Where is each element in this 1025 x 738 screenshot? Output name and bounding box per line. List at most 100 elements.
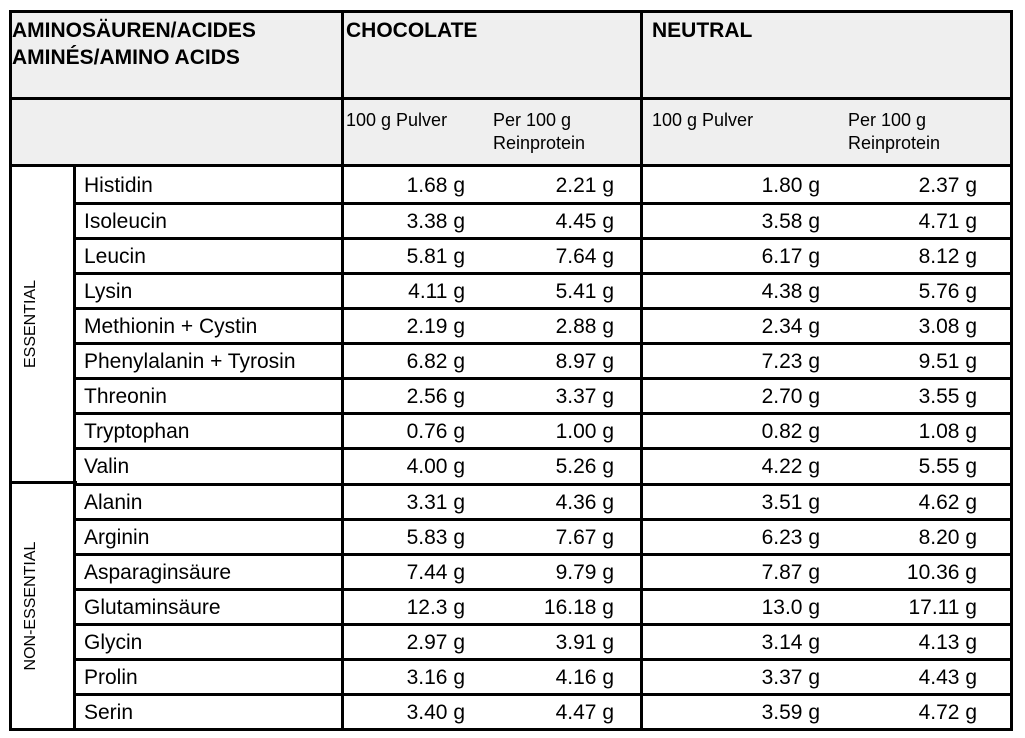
- neut-pulver-value: 13.0 g: [761, 596, 820, 619]
- row-separator: [73, 483, 1013, 486]
- amino-acid-name: Glutaminsäure: [84, 596, 221, 619]
- amino-acid-name: Serin: [84, 701, 134, 724]
- choc-rein-value: 3.37 g: [555, 385, 614, 408]
- border-right: [1010, 10, 1013, 731]
- subheader-row: [10, 98, 1012, 166]
- row-separator: [73, 447, 1013, 450]
- neut-pulver-value: 2.70 g: [761, 385, 820, 408]
- subheader-neut-rein-line2: Reinprotein: [848, 133, 941, 153]
- border-left: [9, 10, 12, 731]
- vline-neutral-left: [640, 10, 643, 731]
- border-bottom: [9, 728, 1013, 731]
- choc-rein-value: 2.88 g: [555, 315, 614, 338]
- group-divider-line: [9, 481, 77, 484]
- row-separator: [73, 202, 1013, 205]
- neut-pulver-value: 6.23 g: [761, 526, 820, 549]
- subheader-neut-rein-line1: Per 100 g: [848, 110, 927, 130]
- neut-rein-value: 9.51 g: [918, 350, 977, 373]
- amino-acid-name: Threonin: [84, 385, 167, 408]
- neut-rein-value: 5.76 g: [918, 280, 977, 303]
- header-chocolate-cell: [343, 12, 642, 98]
- amino-acid-name: Lysin: [84, 280, 133, 303]
- row-separator: [73, 377, 1013, 380]
- neut-pulver-value: 4.38 g: [761, 280, 820, 303]
- subheader-choc-pulver: 100 g Pulver: [346, 110, 448, 130]
- choc-pulver-value: 0.76 g: [406, 420, 465, 443]
- amino-acid-name: Phenylalanin + Tyrosin: [84, 350, 296, 373]
- neut-rein-value: 8.20 g: [918, 526, 977, 549]
- choc-pulver-value: 5.81 g: [406, 245, 465, 268]
- choc-pulver-value: 3.40 g: [406, 701, 465, 724]
- neut-pulver-value: 3.58 g: [761, 210, 820, 233]
- row-separator: [73, 237, 1013, 240]
- amino-acid-name: Asparaginsäure: [84, 561, 232, 584]
- header-neutral: NEUTRAL: [652, 19, 753, 42]
- choc-pulver-value: 12.3 g: [406, 596, 465, 619]
- neut-pulver-value: 3.37 g: [761, 666, 820, 689]
- choc-rein-value: 1.00 g: [555, 420, 614, 443]
- neut-rein-value: 5.55 g: [918, 455, 977, 478]
- choc-rein-value: 5.26 g: [555, 455, 614, 478]
- row-separator: [73, 693, 1013, 696]
- neut-rein-value: 2.37 g: [918, 174, 977, 197]
- neut-pulver-value: 3.14 g: [761, 631, 820, 654]
- subheader-bottom-line: [9, 164, 1013, 167]
- amino-acid-name: Tryptophan: [84, 420, 190, 443]
- choc-rein-value: 4.47 g: [555, 701, 614, 724]
- neut-pulver-value: 7.87 g: [761, 561, 820, 584]
- group-label-essential: ESSENTIAL: [22, 279, 39, 369]
- amino-acid-name: Leucin: [84, 245, 146, 268]
- choc-pulver-value: 1.68 g: [406, 174, 465, 197]
- amino-acid-name: Histidin: [84, 174, 153, 197]
- neut-pulver-value: 7.23 g: [761, 350, 820, 373]
- choc-rein-value: 4.36 g: [555, 491, 614, 514]
- neut-rein-value: 8.12 g: [918, 245, 977, 268]
- choc-pulver-value: 4.11 g: [408, 280, 465, 303]
- header-chocolate: CHOCOLATE: [346, 19, 478, 42]
- row-separator: [73, 518, 1013, 521]
- choc-pulver-value: 4.00 g: [406, 455, 465, 478]
- choc-pulver-value: 7.44 g: [406, 561, 465, 584]
- group-label-non-essential: NON-ESSENTIAL: [22, 541, 39, 671]
- choc-pulver-value: 2.19 g: [406, 315, 465, 338]
- neut-pulver-value: 6.17 g: [761, 245, 820, 268]
- neut-rein-value: 4.71 g: [918, 210, 977, 233]
- row-separator: [73, 623, 1013, 626]
- row-separator: [73, 658, 1013, 661]
- choc-rein-value: 7.67 g: [555, 526, 614, 549]
- neut-pulver-value: 1.80 g: [761, 174, 820, 197]
- choc-rein-value: 5.41 g: [555, 280, 614, 303]
- choc-rein-value: 4.16 g: [555, 666, 614, 689]
- neut-rein-value: 4.13 g: [918, 631, 977, 654]
- neut-pulver-value: 3.51 g: [761, 491, 820, 514]
- amino-acid-name: Prolin: [84, 666, 138, 689]
- choc-rein-value: 4.45 g: [555, 210, 614, 233]
- vline-chocolate-left: [341, 10, 344, 731]
- amino-acid-name: Alanin: [84, 491, 143, 514]
- neut-rein-value: 3.08 g: [918, 315, 977, 338]
- header-bottom-line: [9, 97, 1013, 100]
- choc-pulver-value: 6.82 g: [406, 350, 465, 373]
- amino-acid-name: Glycin: [84, 631, 143, 654]
- choc-pulver-value: 5.83 g: [406, 526, 465, 549]
- neut-rein-value: 1.08 g: [918, 420, 977, 443]
- choc-pulver-value: 2.97 g: [406, 631, 465, 654]
- amino-acid-name: Methionin + Cystin: [84, 315, 258, 338]
- amino-acid-name: Isoleucin: [84, 210, 167, 233]
- neut-rein-value: 3.55 g: [918, 385, 977, 408]
- subheader-neut-pulver: 100 g Pulver: [652, 110, 754, 130]
- neut-rein-value: 4.43 g: [918, 666, 977, 689]
- header-amino-cell: [10, 12, 343, 98]
- choc-rein-value: 16.18 g: [543, 596, 614, 619]
- row-separator: [73, 272, 1013, 275]
- choc-rein-value: 2.21 g: [555, 174, 614, 197]
- neut-pulver-value: 0.82 g: [761, 420, 820, 443]
- amino-acid-name: Valin: [84, 455, 130, 478]
- row-separator: [73, 412, 1013, 415]
- choc-rein-value: 3.91 g: [555, 631, 614, 654]
- border-top: [9, 10, 1013, 13]
- header-neutral-cell: [642, 12, 1012, 98]
- neut-pulver-value: 3.59 g: [761, 701, 820, 724]
- choc-rein-value: 7.64 g: [555, 245, 614, 268]
